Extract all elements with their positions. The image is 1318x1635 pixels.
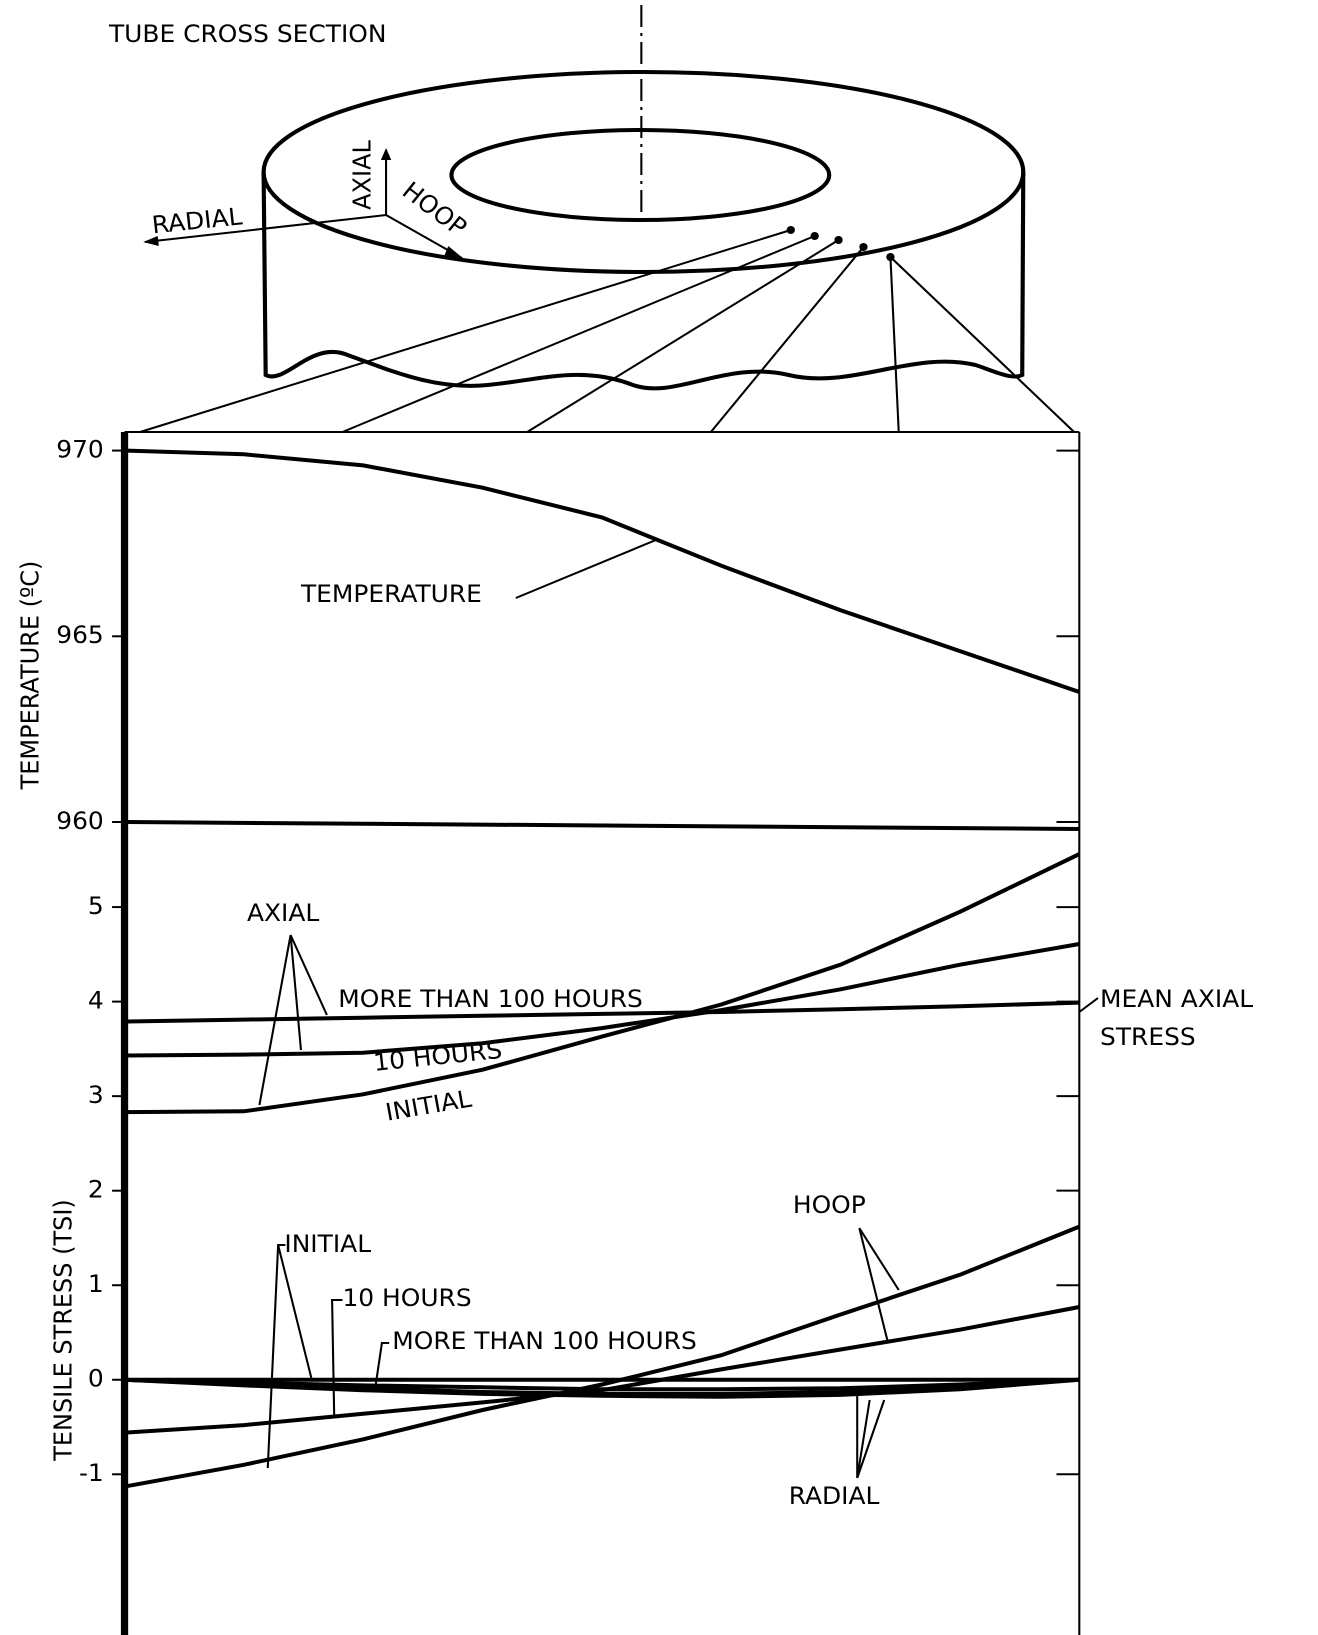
diagram-title: TUBE CROSS SECTION	[108, 19, 387, 47]
series-label: INITIAL	[383, 1084, 474, 1127]
y-tick-label: 0	[88, 1364, 104, 1392]
surface-points	[786, 226, 895, 261]
y-tick-label: 970	[56, 435, 104, 463]
series-line	[124, 852, 1081, 1115]
y-tick-label: 1	[88, 1270, 104, 1298]
annotation: AXIAL	[247, 898, 320, 926]
outer-ellipse	[261, 70, 1026, 274]
series-label: MORE THAN 100 HOURS	[392, 1326, 696, 1354]
hoop-direction-label: HOOP	[397, 176, 473, 242]
y-tick-label: 3	[88, 1080, 104, 1108]
y-tick-label: 965	[56, 621, 104, 649]
arrowhead	[444, 246, 464, 259]
series-line	[124, 1000, 1080, 1024]
arrowhead	[143, 236, 159, 246]
series-line	[124, 1377, 1080, 1396]
series-line	[124, 448, 1081, 694]
series-line	[124, 1377, 1080, 1392]
y-tick-label: -1	[79, 1459, 104, 1487]
tube-body	[261, 171, 1026, 391]
panel-divider	[124, 820, 1080, 831]
annotation: RADIAL	[789, 1481, 880, 1509]
tube-drawing: TUBE CROSS SECTION AXIAL RADIAL HOOP	[108, 5, 1075, 433]
y-tick-label: 4	[88, 986, 104, 1014]
series-label: TEMPERATURE	[300, 579, 482, 607]
series-label: 10 HOURS	[342, 1283, 471, 1311]
annotation: HOOP	[793, 1190, 866, 1218]
series-label: MORE THAN 100 HOURS	[338, 984, 642, 1012]
annotation: STRESS	[1100, 1022, 1196, 1050]
y-tick-label: 960	[56, 806, 104, 834]
y-tick-label: 5	[88, 891, 104, 919]
leader-lines	[258, 539, 1099, 1479]
y-axis-title: TEMPERATURE (ºC)	[15, 561, 45, 791]
projection-lines	[139, 229, 1075, 433]
arrowhead	[380, 148, 392, 160]
series-label: INITIAL	[284, 1229, 371, 1257]
radial-arrow	[145, 214, 387, 243]
series-line	[124, 942, 1080, 1058]
y-axis-title: TENSILE STRESS (TSI)	[48, 1199, 78, 1462]
axial-direction-label: AXIAL	[347, 140, 377, 210]
y-tick-label: 2	[88, 1175, 104, 1203]
series-line	[124, 1224, 1081, 1489]
inner-ellipse	[449, 128, 832, 222]
radial-direction-label: RADIAL	[150, 202, 244, 239]
annotation: MEAN AXIAL	[1100, 984, 1253, 1012]
